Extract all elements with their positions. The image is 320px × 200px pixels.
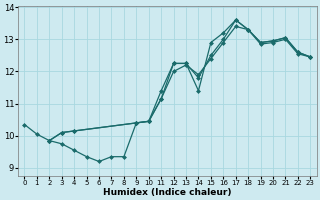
X-axis label: Humidex (Indice chaleur): Humidex (Indice chaleur) (103, 188, 232, 197)
